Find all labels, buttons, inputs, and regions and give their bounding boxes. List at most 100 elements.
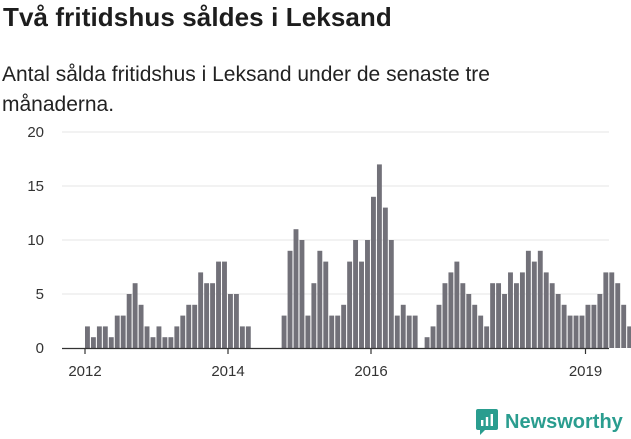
bar [514,283,519,348]
bar [484,326,490,348]
bar [180,315,186,348]
bar [394,315,400,348]
bar [144,326,150,348]
bar [323,261,329,348]
bar [126,294,132,348]
bar [347,261,353,348]
y-tick-label-5: 5 [36,286,44,303]
chart-title: Två fritidshus såldes i Leksand [3,2,392,32]
bar [186,304,192,348]
bar [388,240,394,348]
newsworthy-logo-icon [476,409,498,435]
y-axis: 0 5 10 15 20 [27,124,44,357]
bar [430,326,436,348]
bar [382,207,388,348]
bar [508,272,513,348]
bar [573,315,579,348]
bar [329,315,335,348]
bar [371,196,376,348]
bar [132,283,138,348]
bar [245,326,251,348]
bar-series [85,164,631,348]
bar [150,337,156,348]
bar [442,283,448,348]
bar [496,283,502,348]
bar [525,250,531,348]
bar [233,294,239,348]
bar [317,250,323,348]
bar [359,261,364,348]
bar [502,294,507,348]
grid-lines [62,131,609,295]
newsworthy-brand[interactable]: Newsworthy [475,407,623,437]
bar [412,315,418,348]
bar [454,261,460,348]
bar [96,326,102,348]
bar [311,283,317,348]
bar [603,272,609,348]
bar [615,283,621,348]
bar [198,272,204,348]
bar [305,315,311,348]
bar [162,337,168,348]
bar [376,164,382,348]
bar [85,326,90,348]
y-tick-label-10: 10 [27,232,44,249]
bar [239,326,245,348]
x-tick-label-2019: 2019 [569,363,602,380]
x-tick-label-2014: 2014 [211,363,244,380]
bar [108,337,114,348]
bar [400,304,406,348]
bar [406,315,412,348]
bar [585,304,591,348]
bar [138,304,144,348]
bar [478,315,484,348]
bar [549,283,555,348]
bar [621,304,627,348]
bar [460,283,466,348]
bar [192,304,198,348]
bar [519,272,525,348]
bar [204,283,210,348]
bar [222,261,227,348]
bar [579,315,585,348]
bar [90,337,96,348]
bar [543,272,549,348]
bar [466,294,472,348]
x-tick-label-2012: 2012 [68,363,101,380]
chart-subtitle: Antal sålda fritidshus i Leksand under d… [2,63,490,116]
bar [335,315,341,348]
bar [591,304,597,348]
bar [293,229,299,348]
bar [424,337,430,348]
bar [561,304,567,348]
bar [365,240,370,348]
bar [341,304,347,348]
y-tick-label-0: 0 [36,340,44,357]
bar [114,315,120,348]
bar [228,294,233,348]
bar [156,326,162,348]
x-axis: 2012201420162019202120232025 [62,347,609,380]
bar [472,304,478,348]
bar [287,250,293,348]
bar [102,326,108,348]
bar [537,250,543,348]
x-tick-label-2016: 2016 [354,363,387,380]
brand-name: Newsworthy [505,410,623,433]
bar [448,272,454,348]
bar [531,261,537,348]
bar [174,326,180,348]
bar [120,315,126,348]
bar [210,283,216,348]
bar [609,272,615,348]
bar [353,240,359,348]
bar [490,283,496,348]
bar [216,261,221,348]
y-tick-label-20: 20 [27,124,44,141]
y-tick-label-15: 15 [27,178,44,195]
bar [627,326,631,348]
bar [168,337,174,348]
bar [555,294,561,348]
